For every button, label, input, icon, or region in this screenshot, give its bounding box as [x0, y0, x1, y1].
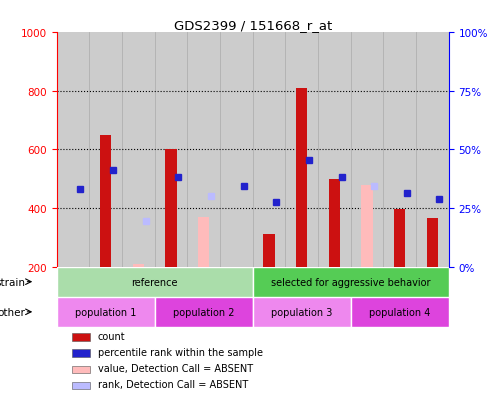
Text: GSM120860: GSM120860: [362, 267, 372, 313]
Bar: [263, 235, 275, 267]
Bar: [361, 185, 373, 267]
Text: population 3: population 3: [271, 307, 332, 317]
Text: population 1: population 1: [75, 307, 137, 317]
Text: GSM120863: GSM120863: [69, 267, 77, 313]
Text: GSM120859: GSM120859: [330, 267, 339, 313]
Text: strain: strain: [0, 277, 25, 287]
Text: percentile rank within the sample: percentile rank within the sample: [98, 347, 263, 357]
Bar: [57, 267, 252, 297]
Bar: [394, 210, 405, 267]
Bar: [57, 297, 155, 327]
Text: GSM120862: GSM120862: [428, 267, 437, 313]
Bar: [72, 366, 90, 373]
Text: population 2: population 2: [173, 307, 234, 317]
Text: value, Detection Call = ABSENT: value, Detection Call = ABSENT: [98, 363, 253, 373]
Bar: [252, 297, 351, 327]
Text: GSM120868: GSM120868: [232, 267, 241, 313]
Text: other: other: [0, 307, 25, 317]
Bar: [133, 264, 144, 267]
Bar: [296, 89, 307, 267]
Text: rank, Detection Call = ABSENT: rank, Detection Call = ABSENT: [98, 380, 248, 389]
Text: selected for aggressive behavior: selected for aggressive behavior: [271, 277, 430, 287]
Bar: [155, 297, 252, 327]
Text: GSM120861: GSM120861: [395, 267, 404, 313]
Bar: [252, 267, 449, 297]
Bar: [198, 217, 210, 267]
Bar: [72, 382, 90, 389]
Text: reference: reference: [132, 277, 178, 287]
Title: GDS2399 / 151668_r_at: GDS2399 / 151668_r_at: [174, 19, 332, 32]
Text: GSM120858: GSM120858: [297, 267, 306, 313]
Text: count: count: [98, 331, 126, 341]
Text: GSM120838: GSM120838: [264, 267, 274, 313]
Text: GSM120864: GSM120864: [101, 267, 110, 313]
Text: GSM120865: GSM120865: [134, 267, 143, 313]
Text: GSM120867: GSM120867: [199, 267, 208, 313]
Bar: [100, 135, 111, 267]
Bar: [351, 297, 449, 327]
Bar: [426, 219, 438, 267]
Bar: [72, 349, 90, 357]
Text: population 4: population 4: [369, 307, 430, 317]
Bar: [165, 150, 176, 267]
Text: GSM120866: GSM120866: [167, 267, 176, 313]
Bar: [329, 179, 340, 267]
Bar: [72, 333, 90, 341]
